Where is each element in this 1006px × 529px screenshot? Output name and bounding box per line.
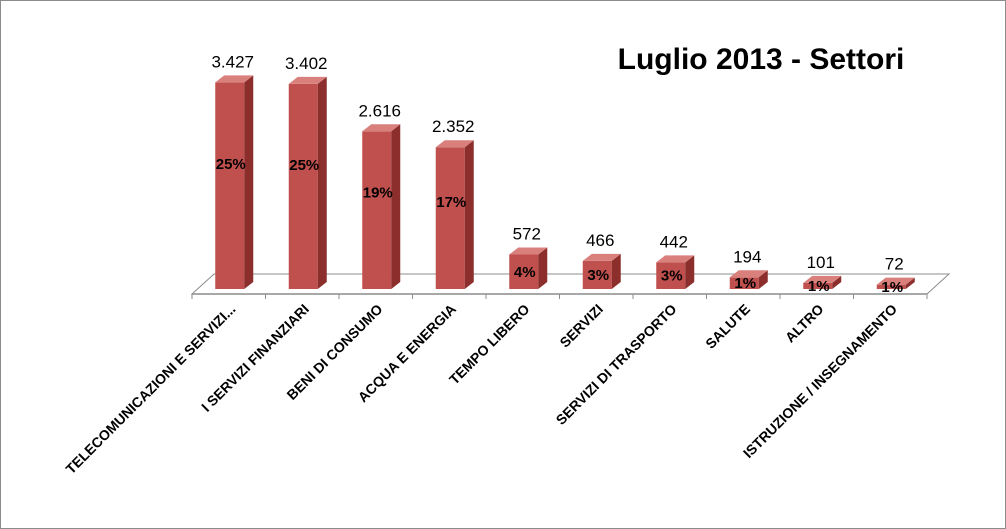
- bar-front: [288, 83, 318, 290]
- bar: [803, 275, 842, 289]
- category-label: SERVIZI DI TRASPORTO: [553, 301, 680, 428]
- bar-side: [317, 76, 327, 290]
- value-label: 466: [586, 231, 614, 250]
- bar-side: [538, 247, 548, 289]
- bar-top: [215, 75, 254, 83]
- bar-front: [803, 282, 833, 289]
- bar-front: [435, 147, 465, 289]
- category-labels: TELECOMUNICAZIONI E SERVIZI...I SERVIZI …: [62, 301, 900, 477]
- bar-side: [464, 140, 474, 289]
- value-label: 101: [807, 253, 835, 272]
- value-label: 72: [885, 255, 904, 274]
- bar: [582, 253, 621, 289]
- value-label: 572: [513, 225, 541, 244]
- bar-top: [729, 270, 768, 278]
- bar-front: [582, 260, 612, 289]
- bar-top: [288, 76, 327, 84]
- bar-front: [215, 82, 245, 290]
- category-label: ISTRUZIONE / INSEGNAMENTO: [740, 301, 900, 461]
- bar-top: [656, 255, 695, 263]
- bar-side: [391, 124, 401, 289]
- percent-label: 17%: [436, 194, 466, 211]
- bar-front: [656, 262, 686, 289]
- bar-front: [876, 284, 906, 289]
- bar-front: [509, 254, 539, 289]
- bars: [215, 75, 915, 290]
- bar-top: [876, 277, 915, 285]
- bar: [215, 75, 254, 290]
- chart-title: Luglio 2013 - Settori: [618, 43, 905, 76]
- bar-top: [362, 124, 401, 132]
- bar-side: [685, 255, 695, 289]
- bar-front: [729, 277, 759, 289]
- bar-front: [362, 131, 392, 289]
- bar: [288, 76, 327, 290]
- bar: [362, 124, 401, 289]
- bar: [876, 277, 915, 289]
- bar: [729, 270, 768, 289]
- bar-top: [435, 140, 474, 148]
- value-label: 442: [660, 232, 688, 251]
- bar-side: [758, 270, 768, 289]
- percent-label: 3%: [587, 267, 609, 284]
- percent-label: 1%: [808, 278, 830, 295]
- bar-top: [582, 253, 621, 261]
- category-label: ALTRO: [782, 301, 827, 346]
- percent-label: 25%: [289, 157, 319, 174]
- category-label: SALUTE: [702, 301, 753, 352]
- category-label: TEMPO LIBERO: [446, 301, 533, 388]
- bar-side: [611, 253, 621, 289]
- bar-side: [244, 75, 254, 290]
- value-label: 2.352: [432, 117, 475, 136]
- value-label: 2.616: [358, 101, 401, 120]
- percent-label: 1%: [734, 275, 756, 292]
- value-label: 3.427: [211, 52, 254, 71]
- data-labels: 3.427 25% 3.402 25% 2.616 19% 2.352 17% 572 4% 466…: [211, 52, 903, 295]
- category-label: SERVIZI: [556, 301, 606, 351]
- percent-label: 4%: [514, 264, 536, 281]
- percent-label: 3%: [661, 268, 683, 285]
- bar: [435, 140, 474, 289]
- bar: [509, 247, 548, 289]
- percent-label: 1%: [881, 279, 903, 296]
- percent-label: 19%: [363, 185, 393, 202]
- bar-side: [832, 275, 842, 289]
- percent-label: 25%: [216, 156, 246, 173]
- value-label: 3.402: [285, 54, 328, 73]
- bar-top: [803, 275, 842, 283]
- bar-side: [905, 277, 915, 289]
- bar: [656, 255, 695, 289]
- value-label: 194: [733, 247, 761, 266]
- bar-top: [509, 247, 548, 255]
